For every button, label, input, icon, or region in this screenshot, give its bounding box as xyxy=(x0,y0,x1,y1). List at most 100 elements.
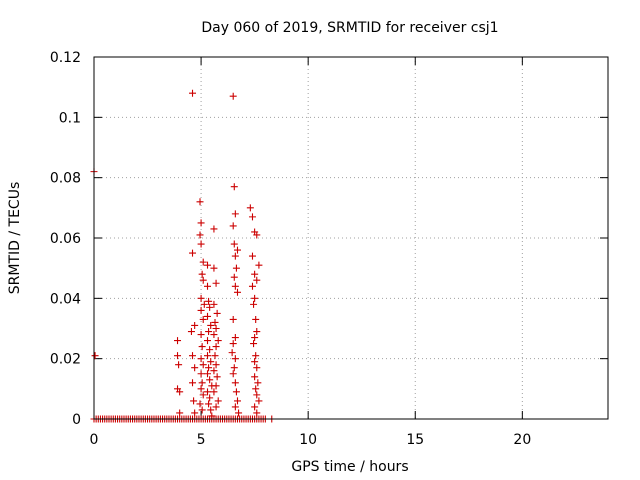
data-point xyxy=(204,337,212,345)
data-point xyxy=(246,204,254,212)
data-point xyxy=(212,343,220,351)
data-point xyxy=(210,367,218,375)
data-point xyxy=(228,349,236,357)
data-point xyxy=(252,385,260,393)
data-point xyxy=(255,397,263,405)
data-point xyxy=(197,385,205,393)
data-point xyxy=(197,355,205,363)
data-point xyxy=(233,288,241,296)
data-point xyxy=(199,258,207,266)
data-point xyxy=(204,388,212,396)
data-point xyxy=(231,210,239,218)
data-point xyxy=(232,264,240,272)
data-point xyxy=(210,264,218,272)
data-points xyxy=(90,89,276,423)
y-tick-label: 0.1 xyxy=(59,110,81,126)
data-point xyxy=(191,321,199,329)
data-point xyxy=(231,282,239,290)
data-point xyxy=(205,400,213,408)
data-point xyxy=(206,346,214,354)
data-point xyxy=(189,379,197,387)
y-tick-label: 0.04 xyxy=(50,291,81,307)
data-point xyxy=(252,315,260,323)
data-point xyxy=(212,403,220,411)
data-point xyxy=(204,352,212,360)
data-point xyxy=(199,315,207,323)
data-point xyxy=(205,364,213,372)
data-point xyxy=(205,328,213,336)
data-point xyxy=(253,391,261,399)
data-point xyxy=(212,361,220,369)
y-tick-label: 0.08 xyxy=(50,171,81,187)
data-point xyxy=(210,300,218,308)
data-point xyxy=(196,231,204,239)
data-point xyxy=(197,331,205,339)
data-point xyxy=(189,249,197,257)
chart-title: Day 060 of 2019, SRMTID for receiver csj… xyxy=(201,20,498,36)
data-point xyxy=(205,297,213,305)
data-point xyxy=(198,270,206,278)
data-point xyxy=(190,397,198,405)
data-point xyxy=(230,273,238,281)
data-point xyxy=(229,370,237,378)
y-axis-label: SRMTID / TECUs xyxy=(7,182,23,295)
data-point xyxy=(207,358,215,366)
data-point xyxy=(253,364,261,372)
x-tick-label: 10 xyxy=(299,432,317,448)
data-point xyxy=(251,294,259,302)
data-point xyxy=(196,400,204,408)
data-point xyxy=(212,279,220,287)
data-point xyxy=(197,370,205,378)
data-point xyxy=(231,355,239,363)
x-tick-label: 15 xyxy=(406,432,424,448)
data-point xyxy=(206,376,214,384)
data-point xyxy=(206,394,214,402)
data-point xyxy=(197,294,205,302)
data-point xyxy=(206,303,214,311)
data-point xyxy=(231,252,239,260)
data-point xyxy=(253,328,261,336)
data-point xyxy=(207,406,215,414)
plot-frame xyxy=(93,56,609,420)
data-point xyxy=(189,89,197,97)
data-point xyxy=(230,364,238,372)
data-point xyxy=(230,183,238,191)
data-point xyxy=(210,388,218,396)
data-point xyxy=(251,334,259,342)
data-point xyxy=(174,352,182,360)
data-point xyxy=(187,328,195,336)
axis-ticks: 0 0.02 0.04 0.06 0.08 0.1 0.12 0 5 10 15 20 xyxy=(50,50,608,448)
y-tick-label: 0.02 xyxy=(50,352,81,368)
data-point xyxy=(214,397,222,405)
data-point xyxy=(229,92,237,100)
grid-lines xyxy=(94,57,608,419)
data-point xyxy=(197,219,205,227)
data-point xyxy=(233,397,241,405)
data-point xyxy=(251,403,259,411)
data-point xyxy=(231,334,239,342)
data-point xyxy=(212,325,220,332)
data-point xyxy=(252,352,260,360)
data-point xyxy=(235,409,243,417)
data-point xyxy=(255,261,263,269)
data-point xyxy=(208,412,216,420)
data-point xyxy=(174,337,182,345)
data-point xyxy=(251,270,259,278)
data-point xyxy=(191,409,199,417)
y-tick-label: 0.12 xyxy=(50,50,81,66)
data-point xyxy=(176,388,184,396)
data-point xyxy=(214,337,222,345)
y-tick-label: 0 xyxy=(72,412,81,428)
data-point xyxy=(204,261,212,269)
x-axis-label: GPS time / hours xyxy=(291,459,408,475)
data-point xyxy=(207,321,215,329)
data-point xyxy=(204,282,212,290)
data-point xyxy=(199,391,207,399)
data-point xyxy=(211,352,219,360)
data-point xyxy=(250,340,258,348)
data-point xyxy=(211,318,219,326)
data-point xyxy=(210,331,218,339)
data-point xyxy=(198,406,206,414)
data-point xyxy=(213,373,221,381)
data-point xyxy=(204,312,212,320)
